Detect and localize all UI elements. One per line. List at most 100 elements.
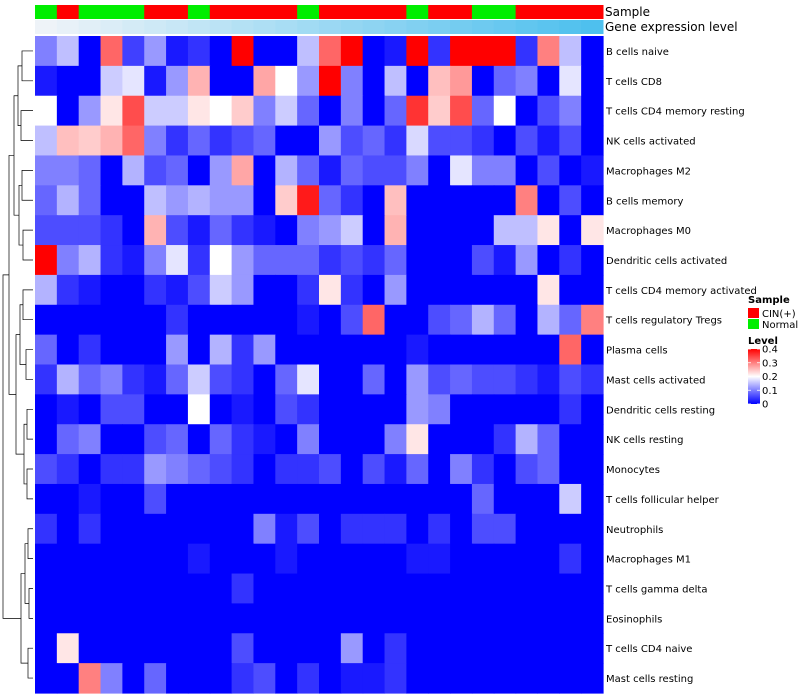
heatmap-cell bbox=[100, 95, 123, 127]
heatmap-cell bbox=[537, 633, 560, 664]
heatmap-cell bbox=[231, 543, 255, 575]
heatmap-cell bbox=[581, 543, 604, 575]
expression-annotation-cell bbox=[297, 20, 320, 34]
heatmap-cell bbox=[559, 155, 582, 186]
dendrogram-branch bbox=[23, 423, 27, 485]
heatmap-cell bbox=[471, 215, 495, 246]
heatmap-cell bbox=[100, 573, 123, 605]
heatmap-cell bbox=[275, 483, 298, 515]
heatmap-cell bbox=[35, 155, 58, 186]
heatmap-cell bbox=[319, 454, 342, 485]
expression-annotation-cell bbox=[78, 20, 102, 34]
heatmap-cell bbox=[144, 543, 167, 575]
heatmap-cell bbox=[187, 513, 211, 545]
heatmap-cell bbox=[187, 633, 211, 664]
heatmap-cell bbox=[493, 245, 517, 276]
heatmap-cell bbox=[253, 543, 276, 575]
heatmap-cell bbox=[166, 663, 189, 694]
heatmap-cell bbox=[231, 364, 255, 395]
dendrogram-branch bbox=[18, 184, 23, 246]
heatmap-cell bbox=[100, 304, 123, 336]
heatmap-cell bbox=[428, 215, 451, 246]
heatmap-cell bbox=[56, 155, 80, 186]
row-label: Macrophages M2 bbox=[606, 166, 691, 177]
heatmap-cell bbox=[78, 155, 102, 186]
heatmap-cell bbox=[275, 334, 298, 366]
heatmap-cell bbox=[78, 304, 102, 336]
legend-level-tick-label: 0.3 bbox=[762, 358, 778, 369]
heatmap-cell bbox=[559, 394, 582, 425]
heatmap-cell bbox=[493, 394, 517, 425]
heatmap-cell bbox=[362, 603, 386, 634]
heatmap-cell bbox=[362, 424, 386, 455]
heatmap-cell bbox=[166, 95, 189, 127]
heatmap-cell bbox=[166, 633, 189, 664]
heatmap-cell bbox=[100, 334, 123, 366]
row-label: T cells CD4 memory activated bbox=[605, 286, 757, 297]
heatmap-cell bbox=[253, 155, 276, 186]
sample-annotation-cell bbox=[450, 5, 473, 19]
heatmap-cell bbox=[319, 394, 342, 425]
heatmap-cell bbox=[450, 334, 473, 366]
heatmap-cell bbox=[362, 633, 386, 664]
legend-level-title: Level bbox=[748, 336, 778, 347]
expression-annotation-bar bbox=[35, 20, 604, 34]
heatmap-cell bbox=[319, 483, 342, 515]
heatmap-cell bbox=[144, 573, 167, 605]
heatmap-cell bbox=[56, 394, 80, 425]
heatmap-cell bbox=[559, 274, 582, 306]
dendrogram-branch bbox=[27, 528, 33, 559]
heatmap-cell bbox=[231, 95, 255, 127]
heatmap-cell bbox=[56, 573, 80, 605]
expression-annotation-cell bbox=[493, 20, 517, 34]
heatmap-cell bbox=[35, 245, 58, 276]
sample-annotation-cell bbox=[78, 5, 102, 19]
heatmap-cell bbox=[384, 36, 407, 67]
heatmap-cell bbox=[581, 483, 604, 515]
heatmap-cell bbox=[56, 304, 80, 336]
heatmap-cell bbox=[537, 36, 560, 67]
legend: Sample CIN(+)Normal Level 0.4 0.3 0.2 0.1 0 bbox=[748, 295, 798, 411]
heatmap-cell bbox=[581, 36, 604, 67]
heatmap-cell bbox=[406, 304, 429, 336]
heatmap-cell bbox=[56, 125, 80, 157]
heatmap-cell bbox=[471, 454, 495, 485]
expression-annotation-cell bbox=[537, 20, 560, 34]
heatmap-cell bbox=[515, 334, 539, 366]
sample-annotation-cell bbox=[297, 5, 320, 19]
heatmap-cell bbox=[231, 334, 255, 366]
heatmap-cell bbox=[275, 603, 298, 634]
heatmap-cell bbox=[471, 274, 495, 306]
heatmap-cell bbox=[122, 573, 145, 605]
heatmap-cell bbox=[406, 603, 429, 634]
heatmap-cell bbox=[537, 304, 560, 336]
heatmap-cell bbox=[275, 185, 298, 216]
heatmap-cell bbox=[122, 36, 145, 67]
heatmap-cell bbox=[231, 36, 255, 67]
heatmap-cell bbox=[78, 185, 102, 216]
heatmap-cell bbox=[450, 185, 473, 216]
heatmap-cell bbox=[297, 245, 320, 276]
heatmap-cell bbox=[471, 483, 495, 515]
heatmap-cell bbox=[537, 65, 560, 97]
heatmap-cell bbox=[384, 573, 407, 605]
heatmap-cell bbox=[362, 95, 386, 127]
heatmap-cell bbox=[384, 185, 407, 216]
sample-annotation-cell bbox=[35, 5, 58, 19]
heatmap-cell bbox=[450, 424, 473, 455]
sample-annotation-cell bbox=[559, 5, 582, 19]
heatmap-cell bbox=[209, 603, 233, 634]
heatmap-cell bbox=[144, 424, 167, 455]
heatmap-cell bbox=[35, 603, 58, 634]
heatmap-cell bbox=[78, 633, 102, 664]
heatmap-cell bbox=[428, 424, 451, 455]
heatmap-cell bbox=[166, 454, 189, 485]
heatmap-cell bbox=[450, 633, 473, 664]
heatmap-cell bbox=[340, 394, 364, 425]
heatmap-cell bbox=[187, 543, 211, 575]
heatmap-cell bbox=[35, 334, 58, 366]
heatmap-cell bbox=[253, 603, 276, 634]
heatmap-cell bbox=[450, 65, 473, 97]
heatmap-cell bbox=[384, 245, 407, 276]
heatmap-cell bbox=[122, 245, 145, 276]
